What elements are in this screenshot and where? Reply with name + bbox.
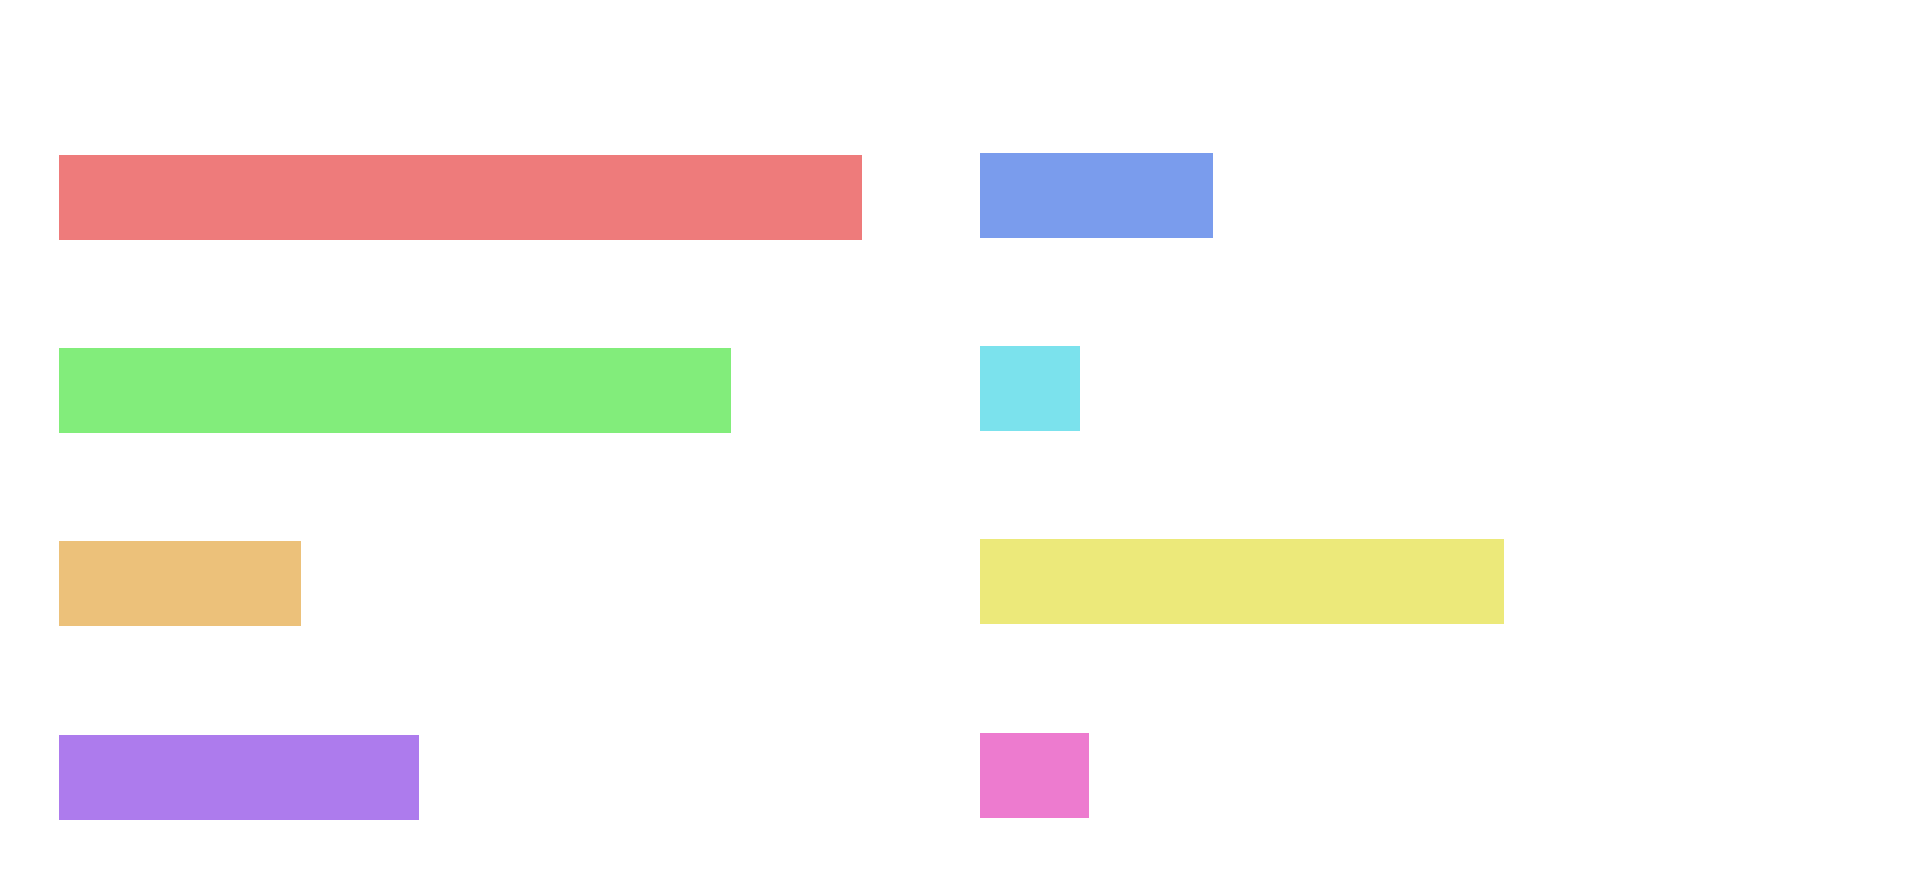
- cyan-bar: [980, 346, 1080, 431]
- pink-bar: [980, 733, 1089, 818]
- blue-bar: [980, 153, 1213, 238]
- purple-bar: [59, 735, 419, 820]
- yellow-bar: [980, 539, 1504, 624]
- green-bar: [59, 348, 731, 433]
- red-bar: [59, 155, 862, 240]
- orange-bar: [59, 541, 301, 626]
